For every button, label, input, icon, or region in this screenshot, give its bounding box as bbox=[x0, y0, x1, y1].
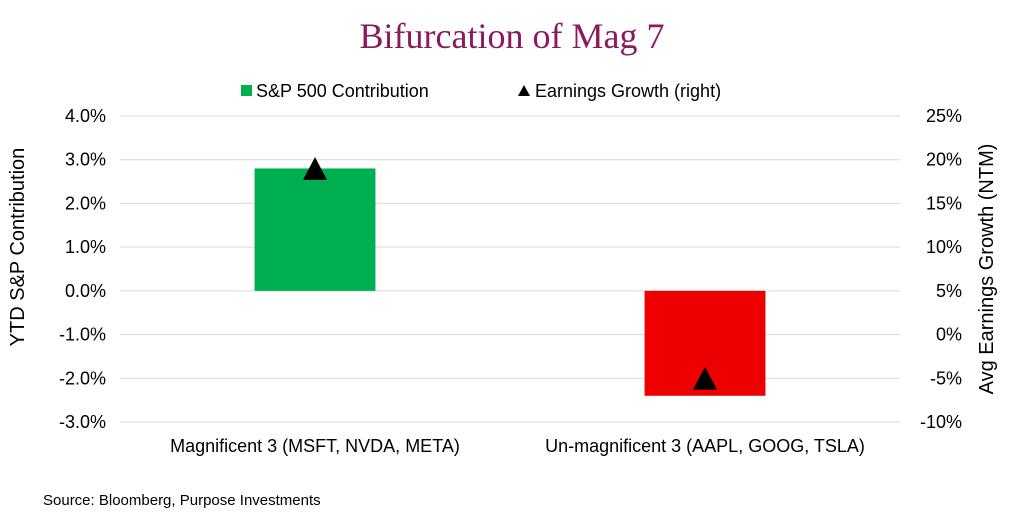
left-tick-label: 2.0% bbox=[65, 193, 106, 213]
right-axis-title: Avg Earnings Growth (NTM) bbox=[976, 144, 998, 395]
earnings-marker-1 bbox=[303, 157, 327, 180]
legend: S&P 500 Contribution Earnings Growth (ri… bbox=[241, 81, 721, 101]
bars bbox=[254, 168, 766, 396]
left-tick-label: -2.0% bbox=[59, 368, 106, 388]
left-axis-ticks: 4.0% 3.0% 2.0% 1.0% 0.0% -1.0% -2.0% -3.0% bbox=[59, 106, 106, 432]
right-tick-label: -10% bbox=[920, 412, 962, 432]
right-tick-label: 20% bbox=[926, 150, 962, 170]
source-note: Source: Bloomberg, Purpose Investments bbox=[43, 492, 321, 509]
bar-1 bbox=[254, 168, 376, 291]
right-tick-label: 5% bbox=[936, 281, 962, 301]
legend-swatch-contribution bbox=[241, 85, 252, 96]
earnings-marker-2 bbox=[693, 366, 717, 390]
left-tick-label: 3.0% bbox=[65, 150, 106, 170]
legend-label-earnings: Earnings Growth (right) bbox=[535, 81, 721, 101]
left-tick-label: -3.0% bbox=[59, 412, 106, 432]
right-tick-label: -5% bbox=[930, 368, 962, 388]
chart-title: Bifurcation of Mag 7 bbox=[360, 16, 665, 56]
gridlines bbox=[120, 115, 900, 423]
right-tick-label: 25% bbox=[926, 106, 962, 126]
markers bbox=[303, 157, 717, 390]
left-tick-label: 4.0% bbox=[65, 106, 106, 126]
category-label-1: Magnificent 3 (MSFT, NVDA, META) bbox=[170, 436, 460, 456]
left-tick-label: 0.0% bbox=[65, 281, 106, 301]
right-tick-label: 0% bbox=[936, 325, 962, 345]
legend-marker-earnings bbox=[518, 85, 530, 96]
right-axis-ticks: 25% 20% 15% 10% 5% 0% -5% -10% bbox=[920, 106, 962, 432]
left-tick-label: 1.0% bbox=[65, 237, 106, 257]
left-axis-title: YTD S&P Contribution bbox=[7, 148, 29, 347]
right-tick-label: 15% bbox=[926, 193, 962, 213]
right-tick-label: 10% bbox=[926, 237, 962, 257]
left-tick-label: -1.0% bbox=[59, 325, 106, 345]
category-label-2: Un-magnificent 3 (AAPL, GOOG, TSLA) bbox=[545, 436, 865, 456]
category-labels: Magnificent 3 (MSFT, NVDA, META) Un-magni… bbox=[170, 436, 865, 456]
legend-label-contribution: S&P 500 Contribution bbox=[256, 81, 429, 101]
